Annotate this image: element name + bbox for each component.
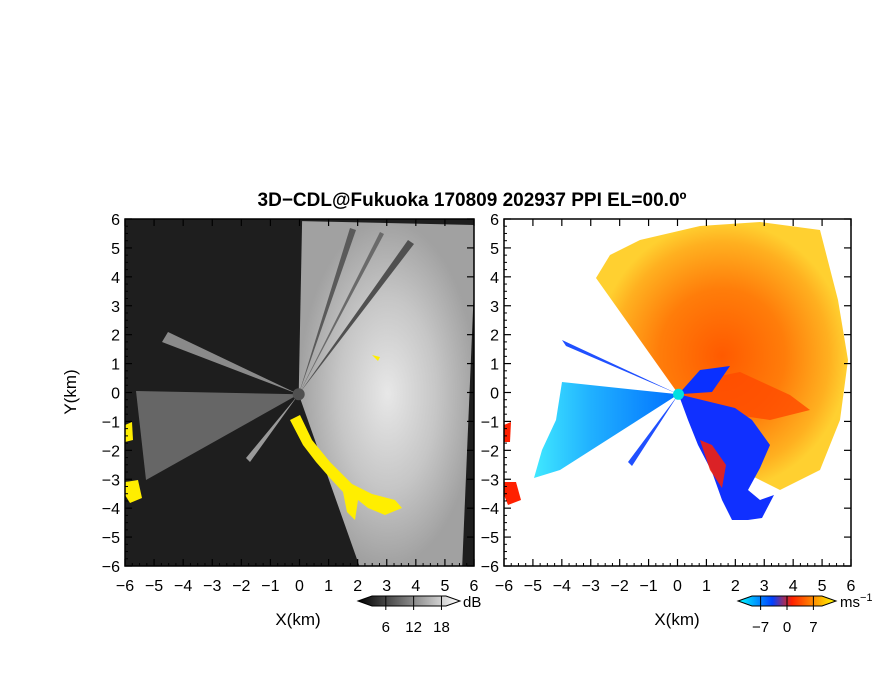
velocity-ray xyxy=(628,394,679,466)
velocity-image xyxy=(504,219,851,566)
y-tick-label: −5 xyxy=(481,530,499,547)
x-tick-label: −2 xyxy=(611,578,629,595)
y-tick-label: −3 xyxy=(102,472,120,489)
y-tick-label: −4 xyxy=(102,501,120,518)
colorbar-tick-label: 12 xyxy=(405,619,422,636)
y-tick-label: −6 xyxy=(481,559,499,576)
y-tick-label: 3 xyxy=(490,299,499,316)
reflectivity-ray xyxy=(298,232,384,395)
reflectivity-image xyxy=(125,219,474,566)
reflectivity-flag-region xyxy=(125,422,133,442)
reflectivity-ray xyxy=(298,240,414,395)
velocity-approaching-region xyxy=(678,394,774,520)
reflectivity-colorbar-ticks: 6 12 18 xyxy=(382,596,450,636)
y-tick-label: 0 xyxy=(490,386,499,403)
reflectivity-flag-region xyxy=(372,355,380,361)
x-tick-label: −3 xyxy=(203,578,221,595)
y-tick-label: 1 xyxy=(111,357,120,374)
y-tick-label: 1 xyxy=(490,357,499,374)
x-tick-label: −1 xyxy=(639,578,657,595)
y-tick-label: 2 xyxy=(490,328,499,345)
reflectivity-ray xyxy=(298,228,356,395)
figure-title: 3D−CDL@Fukuoka 170809 202937 PPI EL=00.0… xyxy=(258,190,687,211)
x-tick-label: 0 xyxy=(673,578,682,595)
x-axis-label-right: X(km) xyxy=(654,610,699,629)
x-tick-label: 0 xyxy=(295,578,304,595)
velocity-colorbar: −7 0 7 ms−1 xyxy=(736,592,873,636)
x-tick-label: −5 xyxy=(145,578,163,595)
x-tick-label: −6 xyxy=(116,578,134,595)
x-tick-label: −6 xyxy=(495,578,513,595)
radar-site-marker xyxy=(292,388,305,401)
reflectivity-colorbar-unit: dB xyxy=(463,594,481,611)
velocity-receding-region xyxy=(596,222,848,490)
x-tick-label: −4 xyxy=(553,578,571,595)
x-tick-label: 3 xyxy=(760,578,769,595)
velocity-approaching-patch xyxy=(678,366,730,395)
velocity-edge-patch xyxy=(504,422,511,442)
y-tick-label: 4 xyxy=(111,270,120,287)
velocity-panel: −6 −5 −4 −3 −2 −1 0 1 2 3 4 5 6 6 5 4 3 2 1 0 −1 −2 −3 −4 −5 −6 X… xyxy=(481,212,856,629)
radar-site-marker xyxy=(673,388,684,400)
x-tick-label: 2 xyxy=(731,578,740,595)
x-tick-label: 5 xyxy=(818,578,827,595)
velocity-ray xyxy=(562,340,679,395)
x-tick-label: −5 xyxy=(524,578,542,595)
reflectivity-ray xyxy=(246,394,299,462)
colorbar-tick-label: −7 xyxy=(752,619,769,636)
reflectivity-ticks: −6 −5 −4 −3 −2 −1 0 1 2 3 4 5 6 6 5 4 3 2 1 0 −1 −2 −3 −4 −5 −6 xyxy=(102,212,479,595)
y-tick-label: 6 xyxy=(490,212,499,229)
y-tick-label: −1 xyxy=(102,414,120,431)
velocity-ticks: −6 −5 −4 −3 −2 −1 0 1 2 3 4 5 6 6 5 4 3 2 1 0 −1 −2 −3 −4 −5 −6 xyxy=(481,212,856,595)
y-tick-label: 3 xyxy=(111,299,120,316)
velocity-aliased-patch xyxy=(700,440,726,488)
y-tick-label: 6 xyxy=(111,212,120,229)
x-tick-label: −1 xyxy=(261,578,279,595)
y-tick-label: 2 xyxy=(111,328,120,345)
y-tick-label: −2 xyxy=(481,443,499,460)
y-tick-label: 5 xyxy=(490,241,499,258)
y-tick-label: −6 xyxy=(102,559,120,576)
x-tick-label: −4 xyxy=(174,578,192,595)
x-tick-label: −2 xyxy=(232,578,250,595)
y-tick-label: −3 xyxy=(481,472,499,489)
reflectivity-west-sector xyxy=(136,391,299,480)
x-tick-label: 2 xyxy=(353,578,362,595)
y-tick-label: −2 xyxy=(102,443,120,460)
x-tick-label: 3 xyxy=(382,578,391,595)
x-tick-label: 5 xyxy=(440,578,449,595)
colorbar-tick-label: 7 xyxy=(809,619,817,636)
colorbar-tick-label: 18 xyxy=(433,619,450,636)
reflectivity-colorbar: 6 12 18 dB xyxy=(356,594,481,636)
y-tick-label: 0 xyxy=(111,386,120,403)
velocity-colorbar-unit-exponent: −1 xyxy=(860,592,873,604)
velocity-approaching-sector xyxy=(534,382,679,478)
x-tick-label: 1 xyxy=(324,578,333,595)
x-tick-label: 4 xyxy=(411,578,420,595)
y-tick-label: 5 xyxy=(111,241,120,258)
velocity-colorbar-unit-base: ms xyxy=(840,594,860,611)
velocity-colorbar-unit: ms−1 xyxy=(840,592,873,611)
y-axis-label: Y(km) xyxy=(61,369,80,414)
reflectivity-ray xyxy=(162,332,299,395)
y-tick-label: −1 xyxy=(481,414,499,431)
colorbar-tick-label: 6 xyxy=(382,619,390,636)
x-tick-label: 4 xyxy=(789,578,798,595)
x-tick-label: −3 xyxy=(582,578,600,595)
y-tick-label: −5 xyxy=(102,530,120,547)
velocity-edge-patch xyxy=(504,482,521,505)
reflectivity-flag-region xyxy=(125,480,142,503)
y-tick-label: 4 xyxy=(490,270,499,287)
reflectivity-panel: −6 −5 −4 −3 −2 −1 0 1 2 3 4 5 6 6 5 4 3 2 1 0 −1 −2 −3 −4 −5 −6 Y… xyxy=(61,212,479,629)
velocity-colorbar-ticks: −7 0 7 xyxy=(752,596,818,636)
y-tick-label: −4 xyxy=(481,501,499,518)
x-tick-label: 6 xyxy=(470,578,479,595)
x-axis-label-left: X(km) xyxy=(275,610,320,629)
x-tick-label: 1 xyxy=(702,578,711,595)
colorbar-tick-label: 0 xyxy=(783,619,791,636)
reflectivity-colorbar-bar xyxy=(356,595,462,607)
reflectivity-flag-region xyxy=(290,415,402,520)
x-tick-label: 6 xyxy=(847,578,856,595)
